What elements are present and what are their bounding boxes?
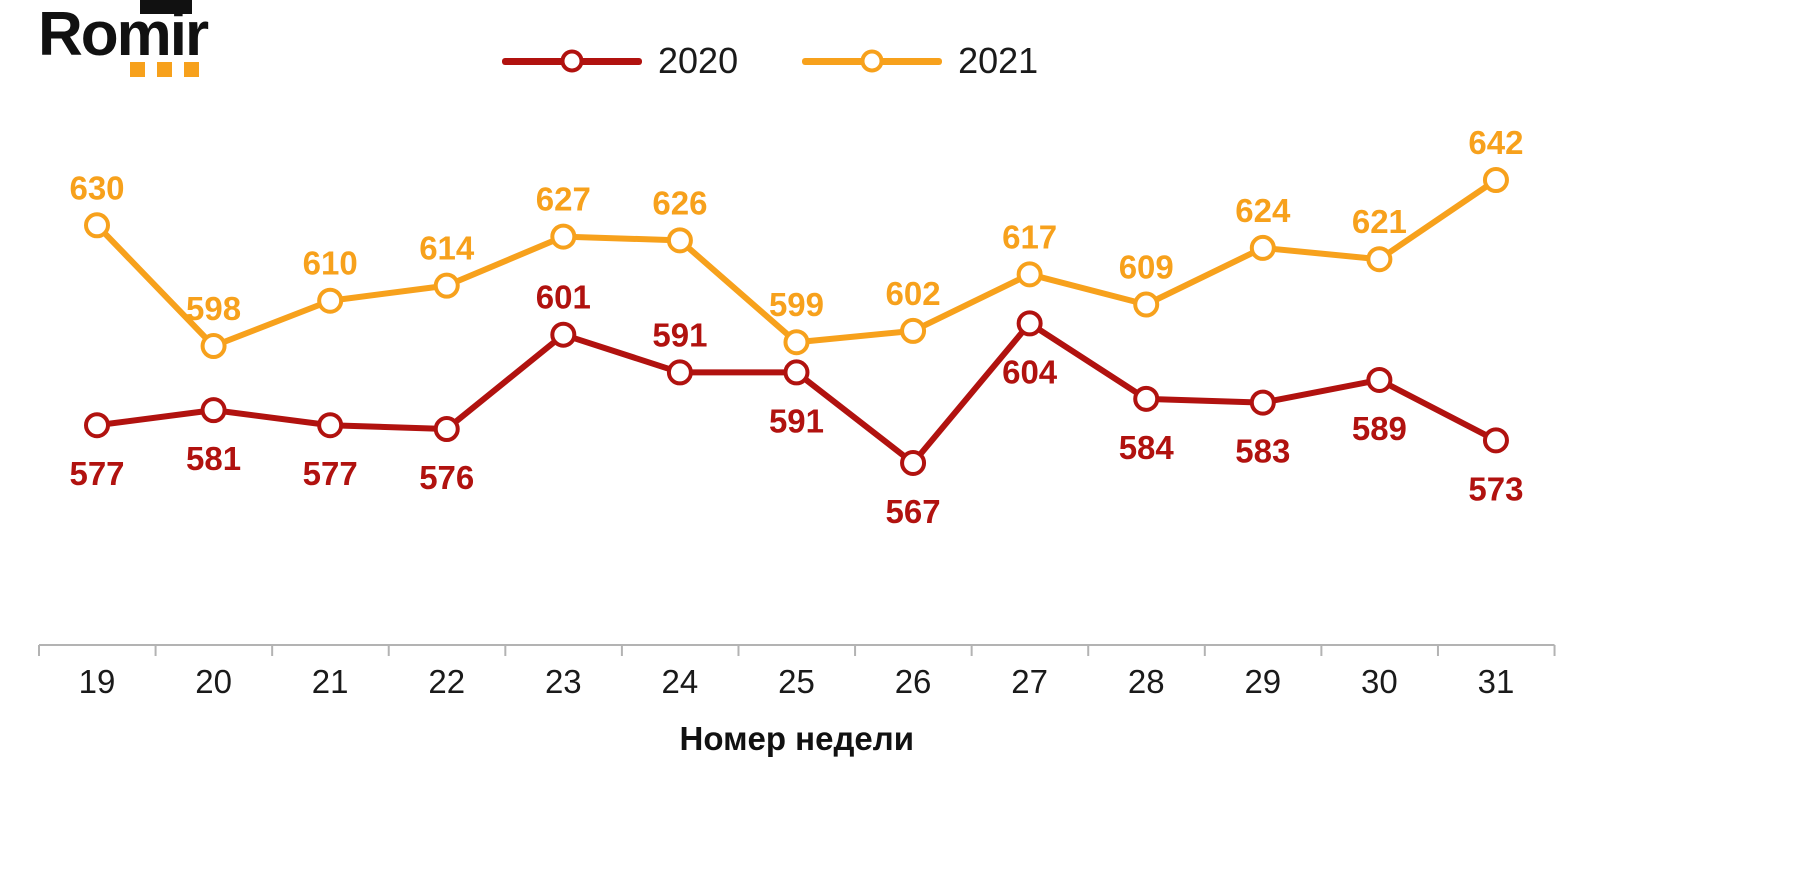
series-2020-value-label: 591 [652,316,707,353]
series-2021-marker [1482,167,1509,193]
series-2021-value-label: 614 [419,230,475,267]
series-2020-marker [1133,385,1160,412]
legend-marker-icon [560,49,584,73]
x-tick-label: 23 [545,663,582,700]
series-2020-marker [550,321,577,348]
series-2020-value-label: 591 [769,402,824,439]
chart-legend: 2020 2021 [502,40,1038,82]
series-2021-value-label: 627 [536,181,591,218]
series-2020-marker [1482,427,1509,454]
series-2020-marker [783,359,810,386]
legend-label-2021: 2021 [958,40,1039,81]
x-tick-label: 28 [1128,663,1165,700]
series-2021-marker [666,227,693,254]
series-2021-value-label: 630 [69,169,124,206]
legend-item-2020: 2020 [502,40,738,82]
x-tick-label: 20 [195,663,232,700]
series-2020-value-label: 577 [69,455,124,492]
logo-text: Romir [38,0,209,69]
series-2021-value-label: 624 [1235,192,1291,229]
logo-dot-icon [157,62,172,77]
series-2021-value-label: 602 [886,275,941,312]
series-2021-value-label: 609 [1119,249,1174,286]
logo-black-square [140,0,192,14]
x-tick-label: 27 [1011,663,1048,700]
series-2021-marker [1133,291,1160,318]
series-2021-value-label: 598 [186,290,241,327]
series-2020-marker [900,449,927,476]
series-2020-value-label: 567 [886,493,941,530]
legend-line-swatch-2021 [802,49,943,73]
x-tick-label: 25 [778,663,815,700]
x-tick-label: 21 [312,663,349,700]
series-2021-marker [900,317,927,344]
x-tick-label: 31 [1478,663,1515,700]
series-2020-marker [433,416,460,443]
series-2020-value-label: 604 [1002,353,1058,390]
series-2020-marker [1016,310,1043,337]
series-2020-value-label: 581 [186,440,241,477]
logo-dot-icon [184,62,199,77]
x-axis-title: Номер недели [680,720,914,757]
logo-dot-icon [130,62,145,77]
series-2020-marker [1249,389,1276,416]
series-2020-value-label: 583 [1235,433,1290,470]
x-tick-label: 30 [1361,663,1398,700]
series-2021-marker [550,223,577,250]
series-2020-value-label: 577 [303,455,358,492]
x-tick-label: 22 [428,663,465,700]
series-2020-value-label: 573 [1468,470,1523,507]
x-tick-label: 24 [662,663,699,700]
series-2020-marker [84,412,110,439]
x-tick-label: 19 [79,663,116,700]
series-2020-value-label: 576 [419,459,474,496]
series-2020-value-label: 601 [536,279,591,316]
series-2021-value-label: 621 [1352,203,1407,240]
series-2020-value-label: 584 [1119,429,1175,466]
legend-item-2021: 2021 [802,40,1038,82]
series-2020-value-label: 589 [1352,410,1407,447]
series-2021-marker [1016,261,1043,288]
legend-line-swatch-2020 [502,49,642,73]
series-2020-marker [317,412,344,439]
x-tick-label: 29 [1244,663,1281,700]
series-2021-value-label: 642 [1468,124,1523,161]
series-2021-marker [84,212,110,239]
x-tick-label: 26 [895,663,932,700]
legend-marker-icon [860,49,884,73]
series-2021-value-label: 617 [1002,218,1057,255]
series-2021-value-label: 626 [652,184,707,221]
series-2021-marker [433,272,460,299]
series-2021-marker [317,287,344,314]
series-2020-marker [200,397,227,424]
logo-orange-dots [130,62,199,77]
series-2021-marker [1249,234,1276,261]
romir-logo: Romir [38,0,278,96]
series-2020-marker [1366,366,1393,393]
legend-label-2020: 2020 [658,40,739,81]
series-2020-marker [666,359,693,386]
series-2021-value-label: 599 [769,286,824,323]
series-2021-marker [783,329,810,356]
series-2021-marker [200,333,227,360]
series-2021-marker [1366,246,1393,273]
series-2021-value-label: 610 [303,245,358,282]
